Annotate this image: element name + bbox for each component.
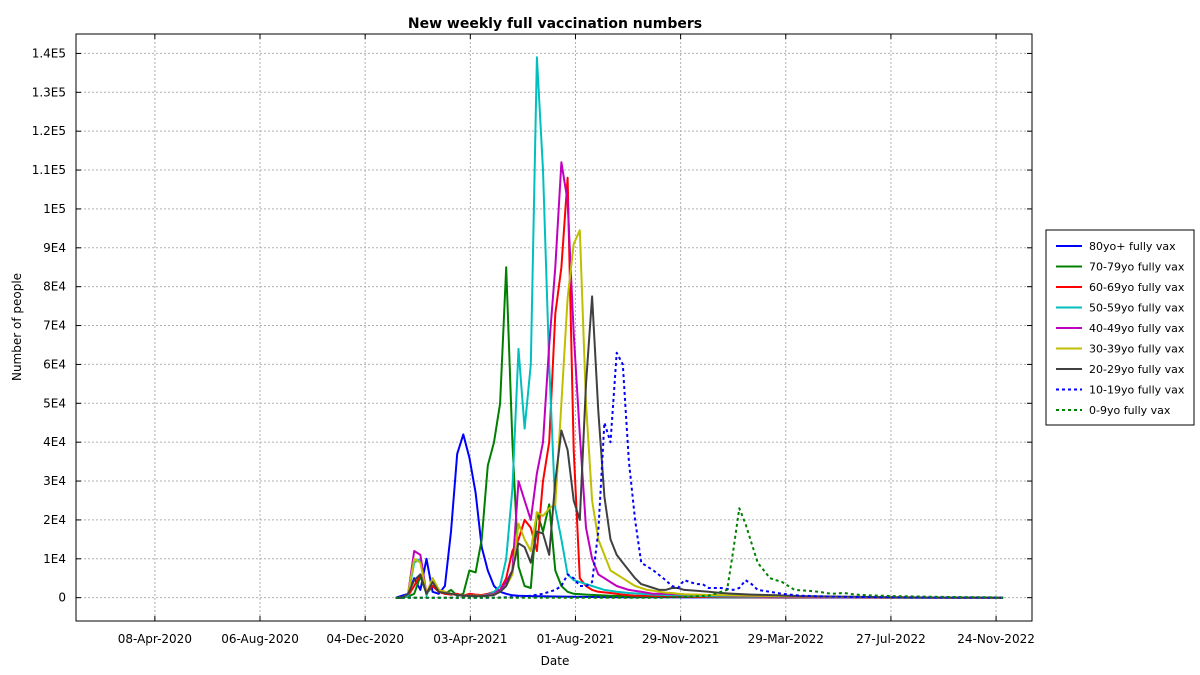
x-tick-label: 01-Aug-2021 [537,632,615,646]
y-tick-label: 0 [58,591,66,605]
legend: 80yo+ fully vax 70-79yo fully vax 60-69yo … [1045,229,1195,426]
ticks: 08-Apr-2020 06-Aug-2020 04-Dec-2020 03-Apr-… [32,34,1035,646]
y-tick-label: 1.4E5 [32,46,66,60]
y-axis-label: Number of people [10,273,24,381]
x-axis-label: Date [541,654,570,668]
legend-label-80yo-fully-vax: 80yo+ fully vax [1089,240,1176,253]
y-tick-label: 1E4 [43,552,66,566]
y-tick-label: 2E4 [43,513,66,527]
y-tick-label: 8E4 [43,280,66,294]
x-tick-label: 08-Apr-2020 [118,632,192,646]
y-tick-label: 1.1E5 [32,163,66,177]
y-tick-label: 1E5 [43,202,66,216]
legend-label-60-69yo-fully-vax: 60-69yo fully vax [1089,281,1185,294]
legend-label-40-49yo-fully-vax: 40-49yo fully vax [1089,322,1185,335]
legend-label-50-59yo-fully-vax: 50-59yo fully vax [1089,302,1185,315]
series-line-20-29yo-fully-vax [395,295,1004,599]
legend-label-10-19yo-fully-vax: 10-19yo fully vax [1089,384,1185,397]
y-tick-label: 7E4 [43,319,66,333]
x-tick-label: 27-Jul-2022 [856,632,926,646]
y-tick-label: 5E4 [43,396,66,410]
y-tick-label: 1.3E5 [32,85,66,99]
series-layer [395,56,1004,599]
y-tick-label: 6E4 [43,357,66,371]
legend-label-70-79yo-fully-vax: 70-79yo fully vax [1089,261,1185,274]
plot-frame [75,33,1033,622]
series-line-0-9yo-fully-vax [395,507,1004,599]
x-tick-label: 06-Aug-2020 [221,632,299,646]
y-tick-label: 9E4 [43,241,66,255]
x-tick-label: 29-Nov-2021 [642,632,720,646]
x-tick-label: 29-Mar-2022 [748,632,824,646]
x-tick-label: 04-Dec-2020 [326,632,404,646]
legend-label-20-29yo-fully-vax: 20-29yo fully vax [1089,363,1185,376]
y-tick-label: 4E4 [43,435,66,449]
x-tick-label: 24-Nov-2022 [957,632,1035,646]
y-tick-label: 3E4 [43,474,66,488]
legend-label-0-9yo-fully-vax: 0-9yo fully vax [1089,404,1171,417]
chart-title: New weekly full vaccination numbers [408,16,702,32]
legend-label-30-39yo-fully-vax: 30-39yo fully vax [1089,343,1185,356]
series-line-10-19yo-fully-vax [395,351,1004,599]
x-tick-label: 03-Apr-2021 [433,632,507,646]
y-tick-label: 1.2E5 [32,124,66,138]
